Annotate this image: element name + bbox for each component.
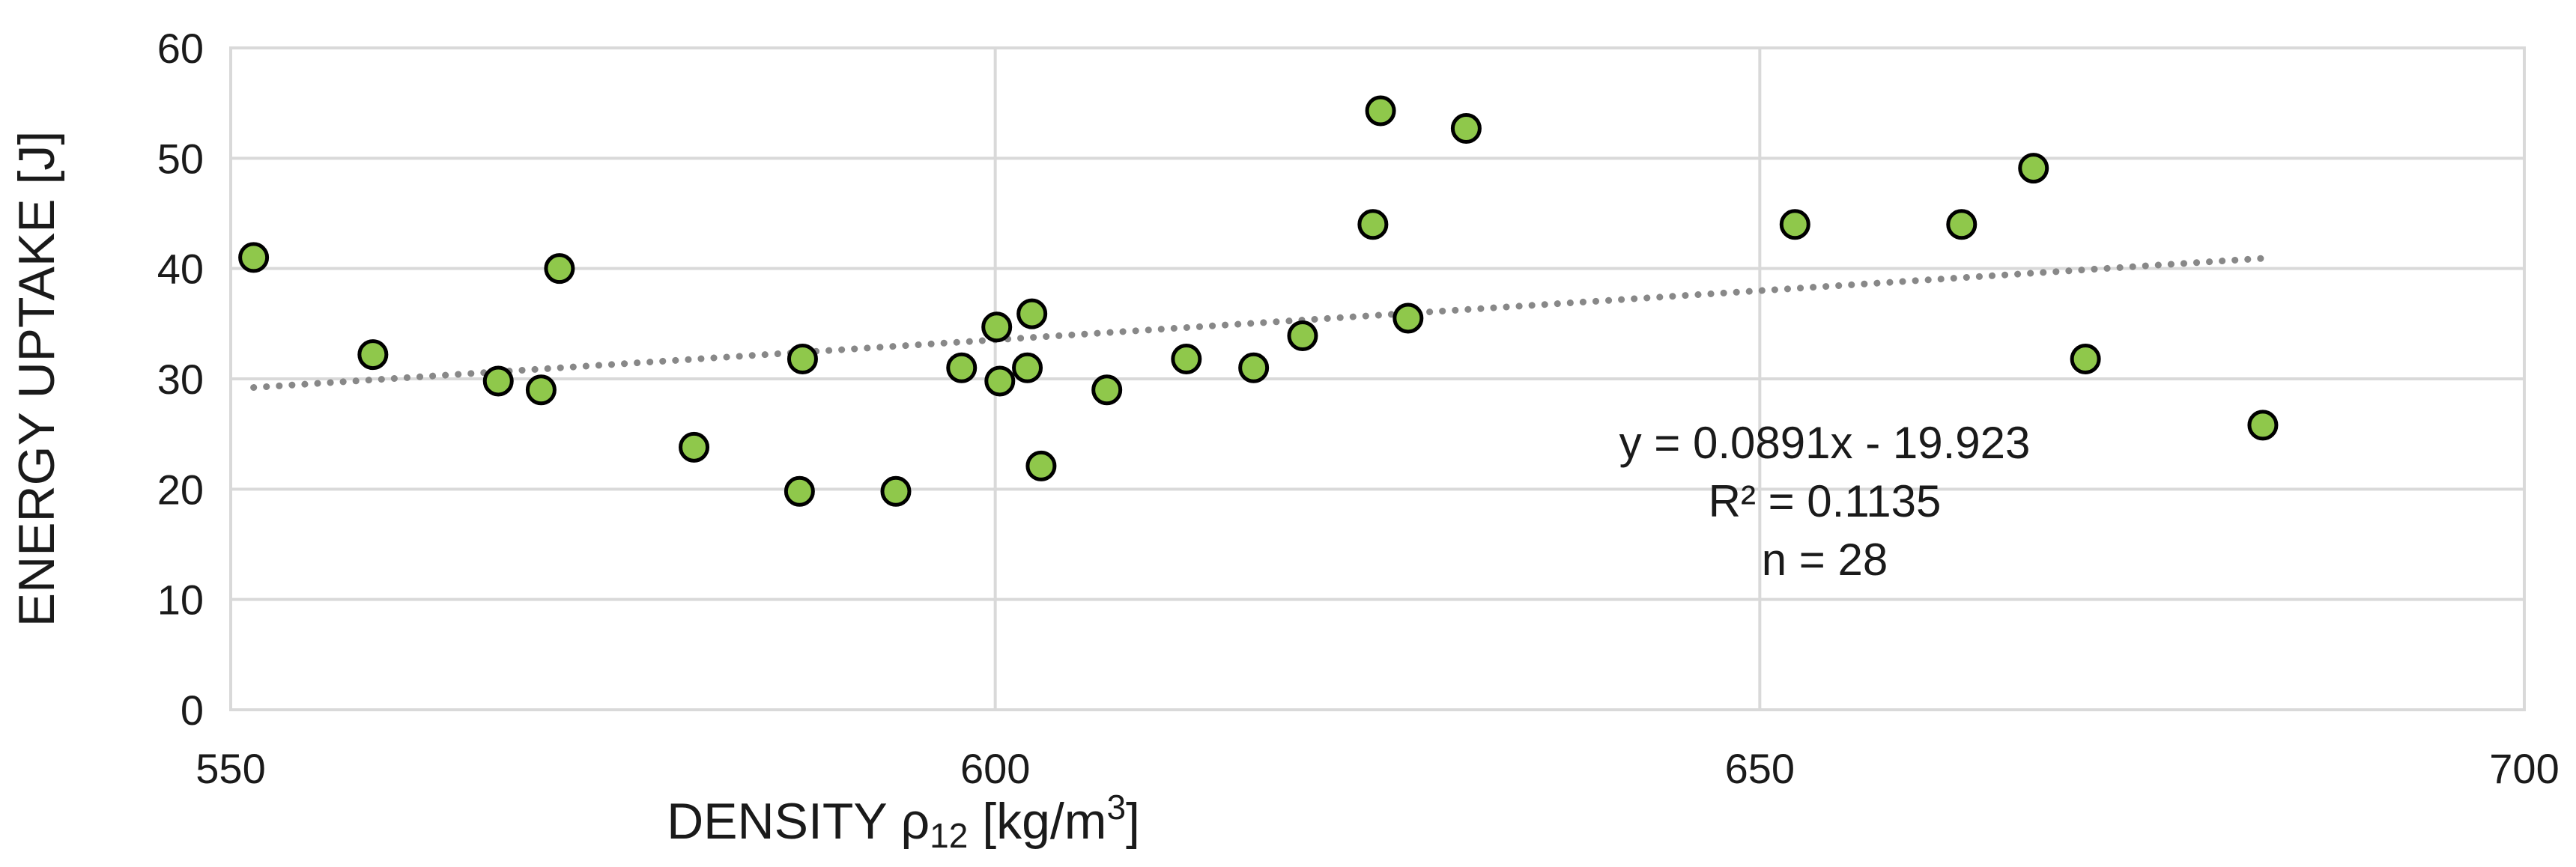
y-tick-label: 40 bbox=[157, 246, 204, 293]
r-squared-label: R² = 0.1135 bbox=[1709, 476, 1942, 526]
y-tick-label: 30 bbox=[157, 356, 204, 403]
data-point bbox=[238, 242, 270, 273]
data-point bbox=[1946, 209, 1978, 240]
data-point bbox=[787, 343, 818, 374]
data-point bbox=[1357, 209, 1389, 240]
data-point bbox=[880, 475, 912, 507]
x-axis-ticks: 550 600 650 700 bbox=[196, 745, 2559, 792]
data-point bbox=[1238, 352, 1270, 383]
data-point bbox=[1450, 113, 1482, 144]
x-axis-title-subscript: 12 bbox=[930, 816, 968, 855]
trendline-equation: y = 0.0891x - 19.923 bbox=[1619, 418, 2031, 468]
sample-count-label: n = 28 bbox=[1762, 535, 1888, 585]
grid bbox=[229, 46, 2526, 711]
data-points bbox=[238, 95, 2279, 507]
data-point bbox=[2247, 410, 2279, 441]
data-point bbox=[1016, 298, 1048, 329]
x-tick-label: 550 bbox=[196, 745, 265, 792]
y-tick-label: 0 bbox=[181, 687, 204, 734]
x-tick-label: 650 bbox=[1725, 745, 1795, 792]
trendline bbox=[250, 255, 2268, 392]
x-axis-title-superscript: 3 bbox=[1106, 788, 1126, 827]
y-axis-ticks: 0 10 20 30 40 50 60 bbox=[157, 25, 204, 734]
data-point bbox=[2018, 153, 2049, 184]
data-point bbox=[482, 365, 514, 397]
y-tick-label: 50 bbox=[157, 135, 204, 182]
data-point bbox=[357, 339, 389, 371]
data-point bbox=[1012, 352, 1043, 383]
data-point bbox=[1091, 374, 1123, 406]
x-axis-title: DENSITY ρ12 [kg/m3] bbox=[667, 788, 1140, 855]
data-point bbox=[1779, 209, 1810, 240]
y-tick-label: 10 bbox=[157, 577, 204, 624]
data-point bbox=[984, 365, 1016, 397]
data-point bbox=[1025, 450, 1057, 481]
data-point bbox=[1287, 320, 1318, 352]
data-point bbox=[2070, 343, 2101, 374]
x-axis-title-middle: [kg/m bbox=[968, 793, 1106, 850]
data-point bbox=[544, 253, 575, 285]
trendline-layer bbox=[250, 255, 2268, 392]
x-tick-label: 600 bbox=[960, 745, 1030, 792]
data-point bbox=[525, 374, 557, 406]
data-point bbox=[981, 311, 1013, 343]
x-tick-label: 700 bbox=[2489, 745, 2559, 792]
data-point bbox=[1365, 95, 1396, 127]
data-point bbox=[784, 475, 815, 507]
y-tick-label: 20 bbox=[157, 466, 204, 513]
x-axis-title-prefix: DENSITY ρ bbox=[667, 793, 930, 850]
data-point bbox=[1392, 302, 1424, 334]
x-axis-title-suffix: ] bbox=[1126, 793, 1140, 850]
data-point bbox=[679, 431, 710, 463]
plot-area-border bbox=[229, 46, 2526, 711]
y-axis-title: ENERGY UPTAKE [J] bbox=[8, 131, 65, 627]
y-tick-label: 60 bbox=[157, 25, 204, 72]
data-point bbox=[1171, 343, 1202, 374]
data-point bbox=[946, 352, 978, 383]
